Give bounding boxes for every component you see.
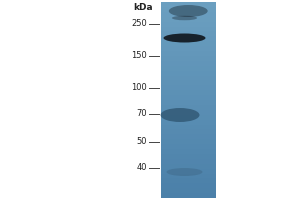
Bar: [160, 120, 216, 125]
Bar: [160, 183, 216, 188]
Bar: [160, 164, 216, 169]
Bar: [160, 61, 216, 66]
Bar: [160, 100, 216, 105]
Bar: [160, 85, 216, 90]
Bar: [160, 169, 216, 174]
Bar: [160, 46, 216, 51]
Bar: [160, 115, 216, 120]
Bar: [160, 134, 216, 139]
Ellipse shape: [164, 33, 206, 43]
Bar: [160, 105, 216, 110]
Bar: [160, 178, 216, 184]
Ellipse shape: [160, 108, 200, 122]
Bar: [160, 95, 216, 100]
Bar: [160, 154, 216, 159]
Ellipse shape: [172, 16, 197, 20]
Bar: [160, 22, 216, 27]
Bar: [160, 173, 216, 179]
Bar: [160, 139, 216, 144]
Bar: [160, 41, 216, 46]
Bar: [160, 129, 216, 134]
Text: 150: 150: [131, 51, 147, 60]
Bar: [160, 51, 216, 56]
Ellipse shape: [169, 5, 208, 17]
Text: 100: 100: [131, 84, 147, 92]
Bar: [160, 12, 216, 17]
Bar: [160, 17, 216, 22]
Bar: [160, 75, 216, 81]
Bar: [160, 71, 216, 76]
Bar: [160, 80, 216, 86]
Bar: [160, 124, 216, 130]
Bar: [160, 188, 216, 193]
Bar: [160, 144, 216, 149]
Bar: [160, 159, 216, 164]
Bar: [160, 7, 216, 12]
Text: 70: 70: [136, 109, 147, 118]
Text: kDa: kDa: [134, 3, 153, 12]
Bar: [160, 36, 216, 41]
Bar: [160, 56, 216, 61]
Text: 50: 50: [136, 138, 147, 146]
Text: 40: 40: [136, 164, 147, 172]
Bar: [160, 193, 216, 198]
Bar: [160, 31, 216, 36]
Bar: [160, 66, 216, 71]
Bar: [160, 110, 216, 115]
Bar: [160, 2, 216, 7]
Text: 250: 250: [131, 20, 147, 28]
Bar: [160, 149, 216, 154]
Ellipse shape: [167, 168, 203, 176]
Bar: [160, 90, 216, 95]
Bar: [160, 26, 216, 32]
